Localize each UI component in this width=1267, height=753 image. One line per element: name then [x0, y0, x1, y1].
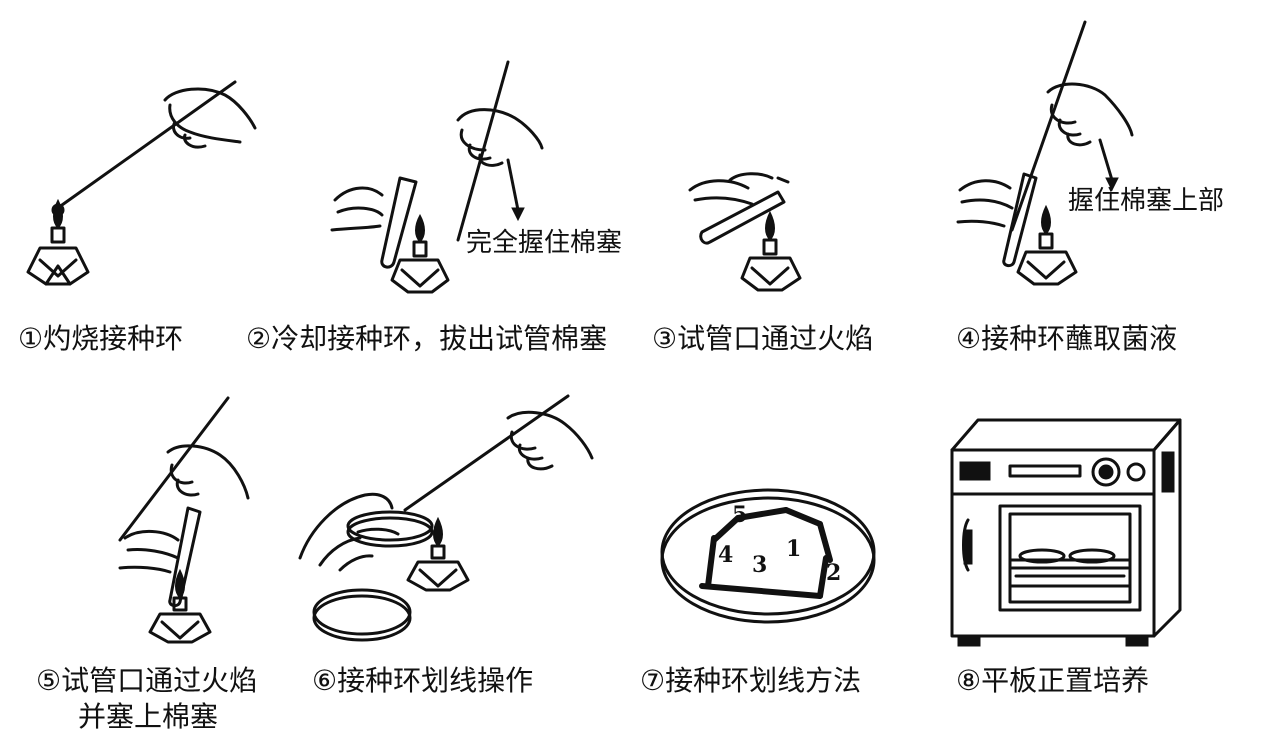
step-3-illustration — [688, 172, 802, 292]
alcohol-lamp-icon — [148, 568, 212, 644]
step-5-panel — [0, 390, 300, 660]
step-3-panel — [660, 0, 920, 380]
streak-lines-icon — [699, 507, 833, 599]
hand-icon — [166, 444, 250, 500]
step-7-panel: 1 2 3 4 5 — [640, 390, 900, 660]
step-7-illustration: 1 2 3 4 5 — [660, 488, 876, 624]
step-4-note: 握住棉塞上部 — [1068, 186, 1225, 216]
hand-icon — [330, 186, 384, 232]
hand-icon — [956, 179, 1014, 228]
test-tube-icon — [380, 176, 418, 269]
step-6-illustration — [298, 394, 594, 642]
step-6-label: ⑥接种环划线操作 — [312, 664, 534, 697]
hand-icon — [163, 87, 257, 149]
inoculation-loop-icon — [403, 394, 570, 512]
step-7-label: ⑦接种环划线方法 — [640, 664, 862, 697]
hand-icon — [456, 108, 544, 167]
step-1-panel — [0, 0, 300, 380]
alcohol-lamp-icon — [26, 198, 90, 286]
test-tube-icon — [699, 190, 786, 245]
streak-number-1: 1 — [786, 536, 801, 562]
streak-number-3: 3 — [752, 552, 767, 578]
step-4-panel — [940, 0, 1267, 380]
hand-icon — [1046, 82, 1134, 147]
step-5-label: ⑤试管口通过火焰 — [36, 664, 258, 697]
hand-icon — [688, 172, 790, 206]
inoculation-loop-icon — [118, 396, 230, 542]
inoculation-loop-icon — [60, 80, 237, 207]
streak-number-2: 2 — [826, 560, 841, 586]
step-1-illustration — [26, 80, 257, 286]
step-4-label: ④接种环蘸取菌液 — [956, 322, 1178, 355]
streak-number-4: 4 — [718, 542, 733, 568]
alcohol-lamp-icon — [1016, 204, 1078, 286]
step-5-illustration — [118, 396, 250, 644]
step-4-illustration — [956, 20, 1134, 286]
step-8-label: ⑧平板正置培养 — [956, 664, 1150, 697]
hand-icon — [506, 410, 594, 471]
test-tube-icon — [1002, 172, 1038, 268]
alcohol-lamp-icon — [406, 516, 470, 592]
alcohol-lamp-icon — [390, 213, 450, 294]
step-2-illustration — [330, 60, 544, 294]
step-8-panel — [940, 400, 1267, 660]
petri-dish-lid-icon — [346, 510, 434, 542]
inoculation-loop-icon — [1010, 20, 1087, 232]
streak-number-5: 5 — [732, 502, 747, 528]
step-3-label: ③试管口通过火焰 — [652, 322, 874, 355]
step-2-label: ②冷却接种环，拔出试管棉塞 — [246, 322, 608, 355]
step-8-illustration — [950, 418, 1182, 647]
hand-icon — [298, 492, 400, 572]
step-1-label: ①灼烧接种环 — [18, 322, 184, 355]
incubator-icon — [950, 418, 1182, 647]
step-5-label-line2: 并塞上棉塞 — [78, 700, 219, 733]
step-2-panel — [320, 0, 650, 380]
petri-dish-icon — [660, 488, 876, 616]
step-6-panel — [280, 390, 610, 660]
step-2-note: 完全握住棉塞 — [466, 228, 623, 258]
hand-icon — [118, 530, 180, 574]
alcohol-lamp-icon — [740, 210, 802, 292]
